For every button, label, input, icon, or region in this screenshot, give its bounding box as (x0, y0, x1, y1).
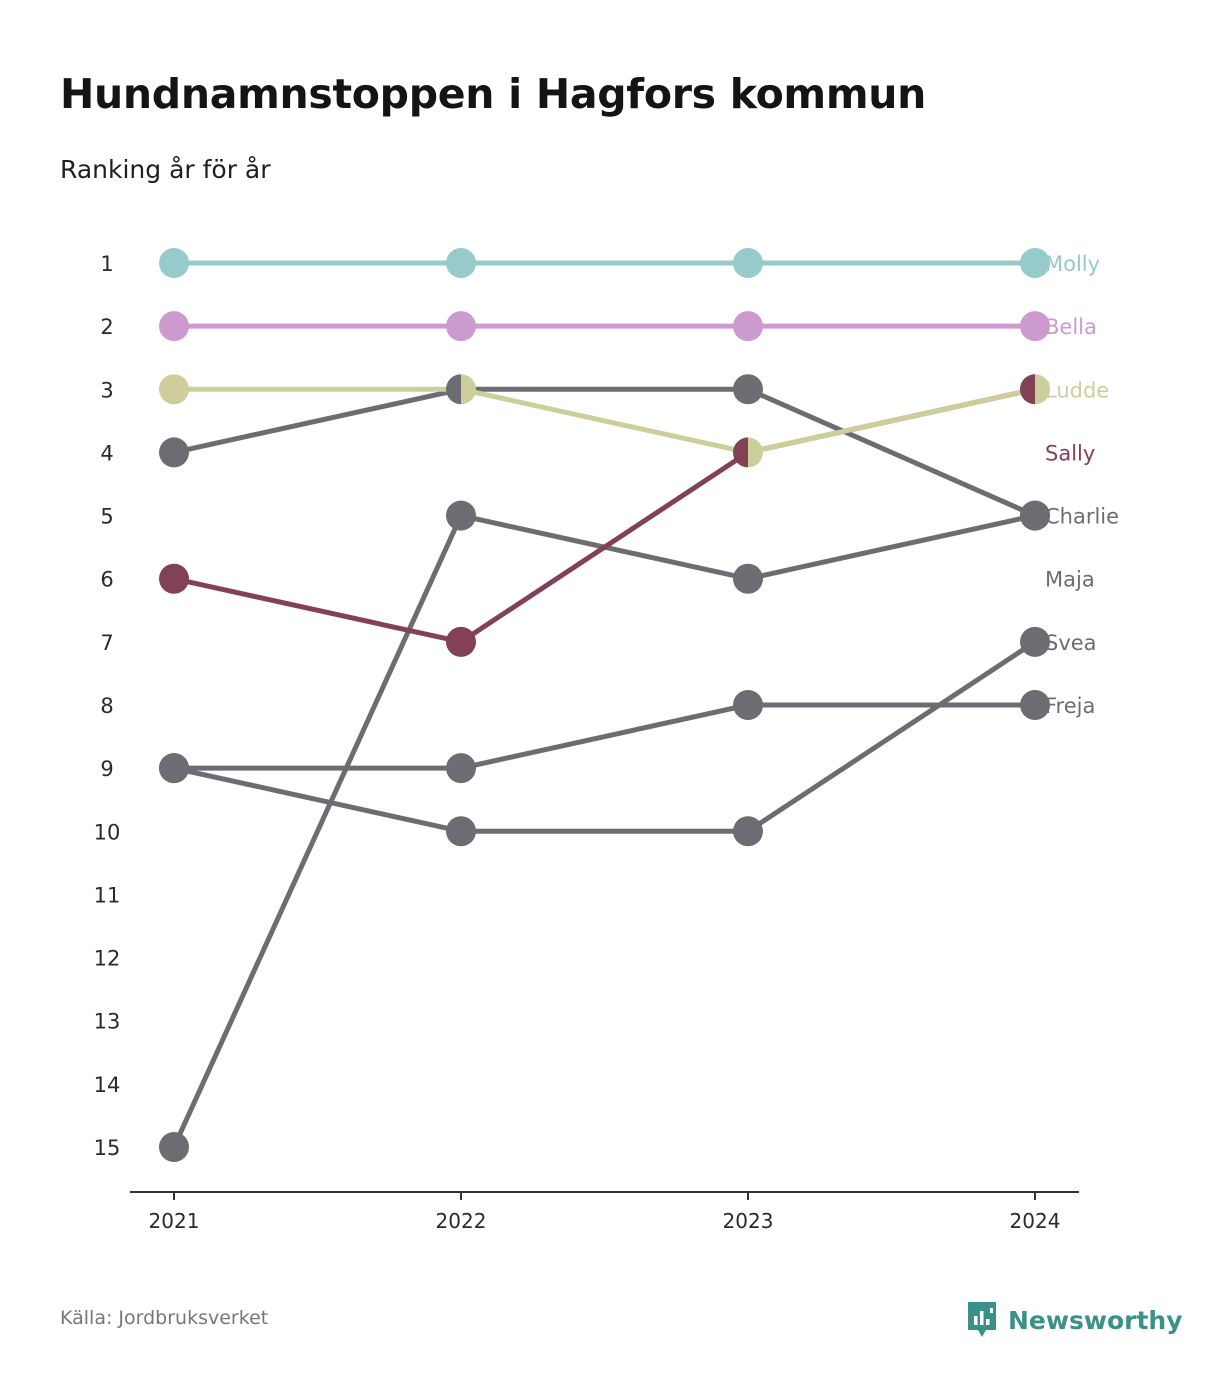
end-label-molly: Molly (1045, 252, 1100, 276)
point-maja-2022 (446, 500, 476, 531)
point-maja-2023 (733, 563, 763, 594)
point-ludde-2024 (1035, 374, 1050, 405)
source-note: Källa: Jordbruksverket (60, 1307, 269, 1329)
y-tick-label-5: 5 (100, 505, 113, 529)
line-ludde (171, 386, 1038, 455)
point-sally-2023 (733, 437, 748, 468)
point-molly-2024 (1020, 248, 1050, 278)
point-svea-2023 (733, 816, 763, 847)
series-end-labels: Molly Bella Ludde Sally Charlie Maja Svea Freja (1045, 252, 1119, 718)
point-sally-2024 (1020, 374, 1035, 405)
y-tick-label-15: 15 (94, 1136, 121, 1160)
end-label-freja: Freja (1045, 694, 1095, 718)
point-svea-2021 (159, 753, 189, 784)
point-sally-2021 (159, 563, 189, 594)
y-tick-label-1: 1 (100, 252, 113, 276)
end-label-charlie: Charlie (1045, 505, 1119, 529)
y-tick-label-12: 12 (94, 947, 121, 971)
y-tick-label-7: 7 (100, 631, 113, 655)
line-sally (171, 386, 1038, 645)
point-bella-2023 (733, 311, 763, 342)
y-tick-label-11: 11 (94, 883, 121, 907)
y-tick-label-10: 10 (94, 820, 121, 844)
x-axis: 2021 2022 2023 2024 (130, 1191, 1079, 1233)
point-charlie-2024 (1020, 500, 1050, 531)
x-tick-label-2023: 2023 (723, 1209, 774, 1233)
newsworthy-logo-icon (968, 1302, 996, 1337)
point-sally-2022 (446, 626, 476, 657)
chart-title: Hundnamnstoppen i Hagfors kommun (60, 70, 927, 118)
point-freja-2023 (733, 690, 763, 720)
end-label-sally: Sally (1045, 441, 1095, 465)
y-tick-label-3: 3 (100, 378, 113, 402)
y-tick-label-2: 2 (100, 315, 113, 339)
end-label-ludde: Ludde (1045, 378, 1109, 402)
y-tick-label-14: 14 (94, 1073, 121, 1097)
y-tick-label-8: 8 (100, 694, 113, 718)
y-tick-label-13: 13 (94, 1010, 121, 1034)
point-charlie-2023 (733, 374, 763, 405)
y-tick-label-4: 4 (100, 441, 113, 465)
point-charlie-2022 (446, 374, 461, 405)
brand-logo: Newsworthy (966, 1300, 1183, 1340)
point-ludde-2021 (159, 374, 189, 405)
chart-subtitle: Ranking år för år (60, 155, 271, 184)
series-lines (171, 260, 1038, 1150)
y-tick-label-6: 6 (100, 568, 113, 592)
point-svea-2022 (446, 816, 476, 847)
line-charlie (171, 386, 1038, 519)
point-bella-2022 (446, 311, 476, 342)
point-charlie-2021 (159, 437, 189, 468)
point-molly-2021 (159, 248, 189, 278)
point-bella-2024 (1020, 311, 1050, 342)
point-svea-2024 (1020, 626, 1050, 657)
end-label-maja: Maja (1045, 568, 1095, 592)
x-tick-label-2024: 2024 (1010, 1209, 1061, 1233)
line-freja (171, 702, 1038, 771)
y-tick-label-9: 9 (100, 757, 113, 781)
brand-name: Newsworthy (1008, 1305, 1183, 1335)
point-freja-2022 (446, 753, 476, 784)
point-maja-2021 (159, 1132, 189, 1162)
point-molly-2022 (446, 248, 476, 278)
x-tick-label-2021: 2021 (149, 1209, 200, 1233)
end-label-bella: Bella (1045, 315, 1097, 339)
line-svea (171, 639, 1038, 834)
end-label-svea: Svea (1045, 631, 1097, 655)
x-tick-label-2022: 2022 (436, 1209, 487, 1233)
point-ludde-2023 (748, 437, 763, 468)
point-molly-2023 (733, 248, 763, 278)
series-points (159, 248, 1050, 1162)
point-ludde-2022 (461, 374, 476, 405)
point-bella-2021 (159, 311, 189, 342)
point-freja-2024 (1020, 690, 1050, 720)
